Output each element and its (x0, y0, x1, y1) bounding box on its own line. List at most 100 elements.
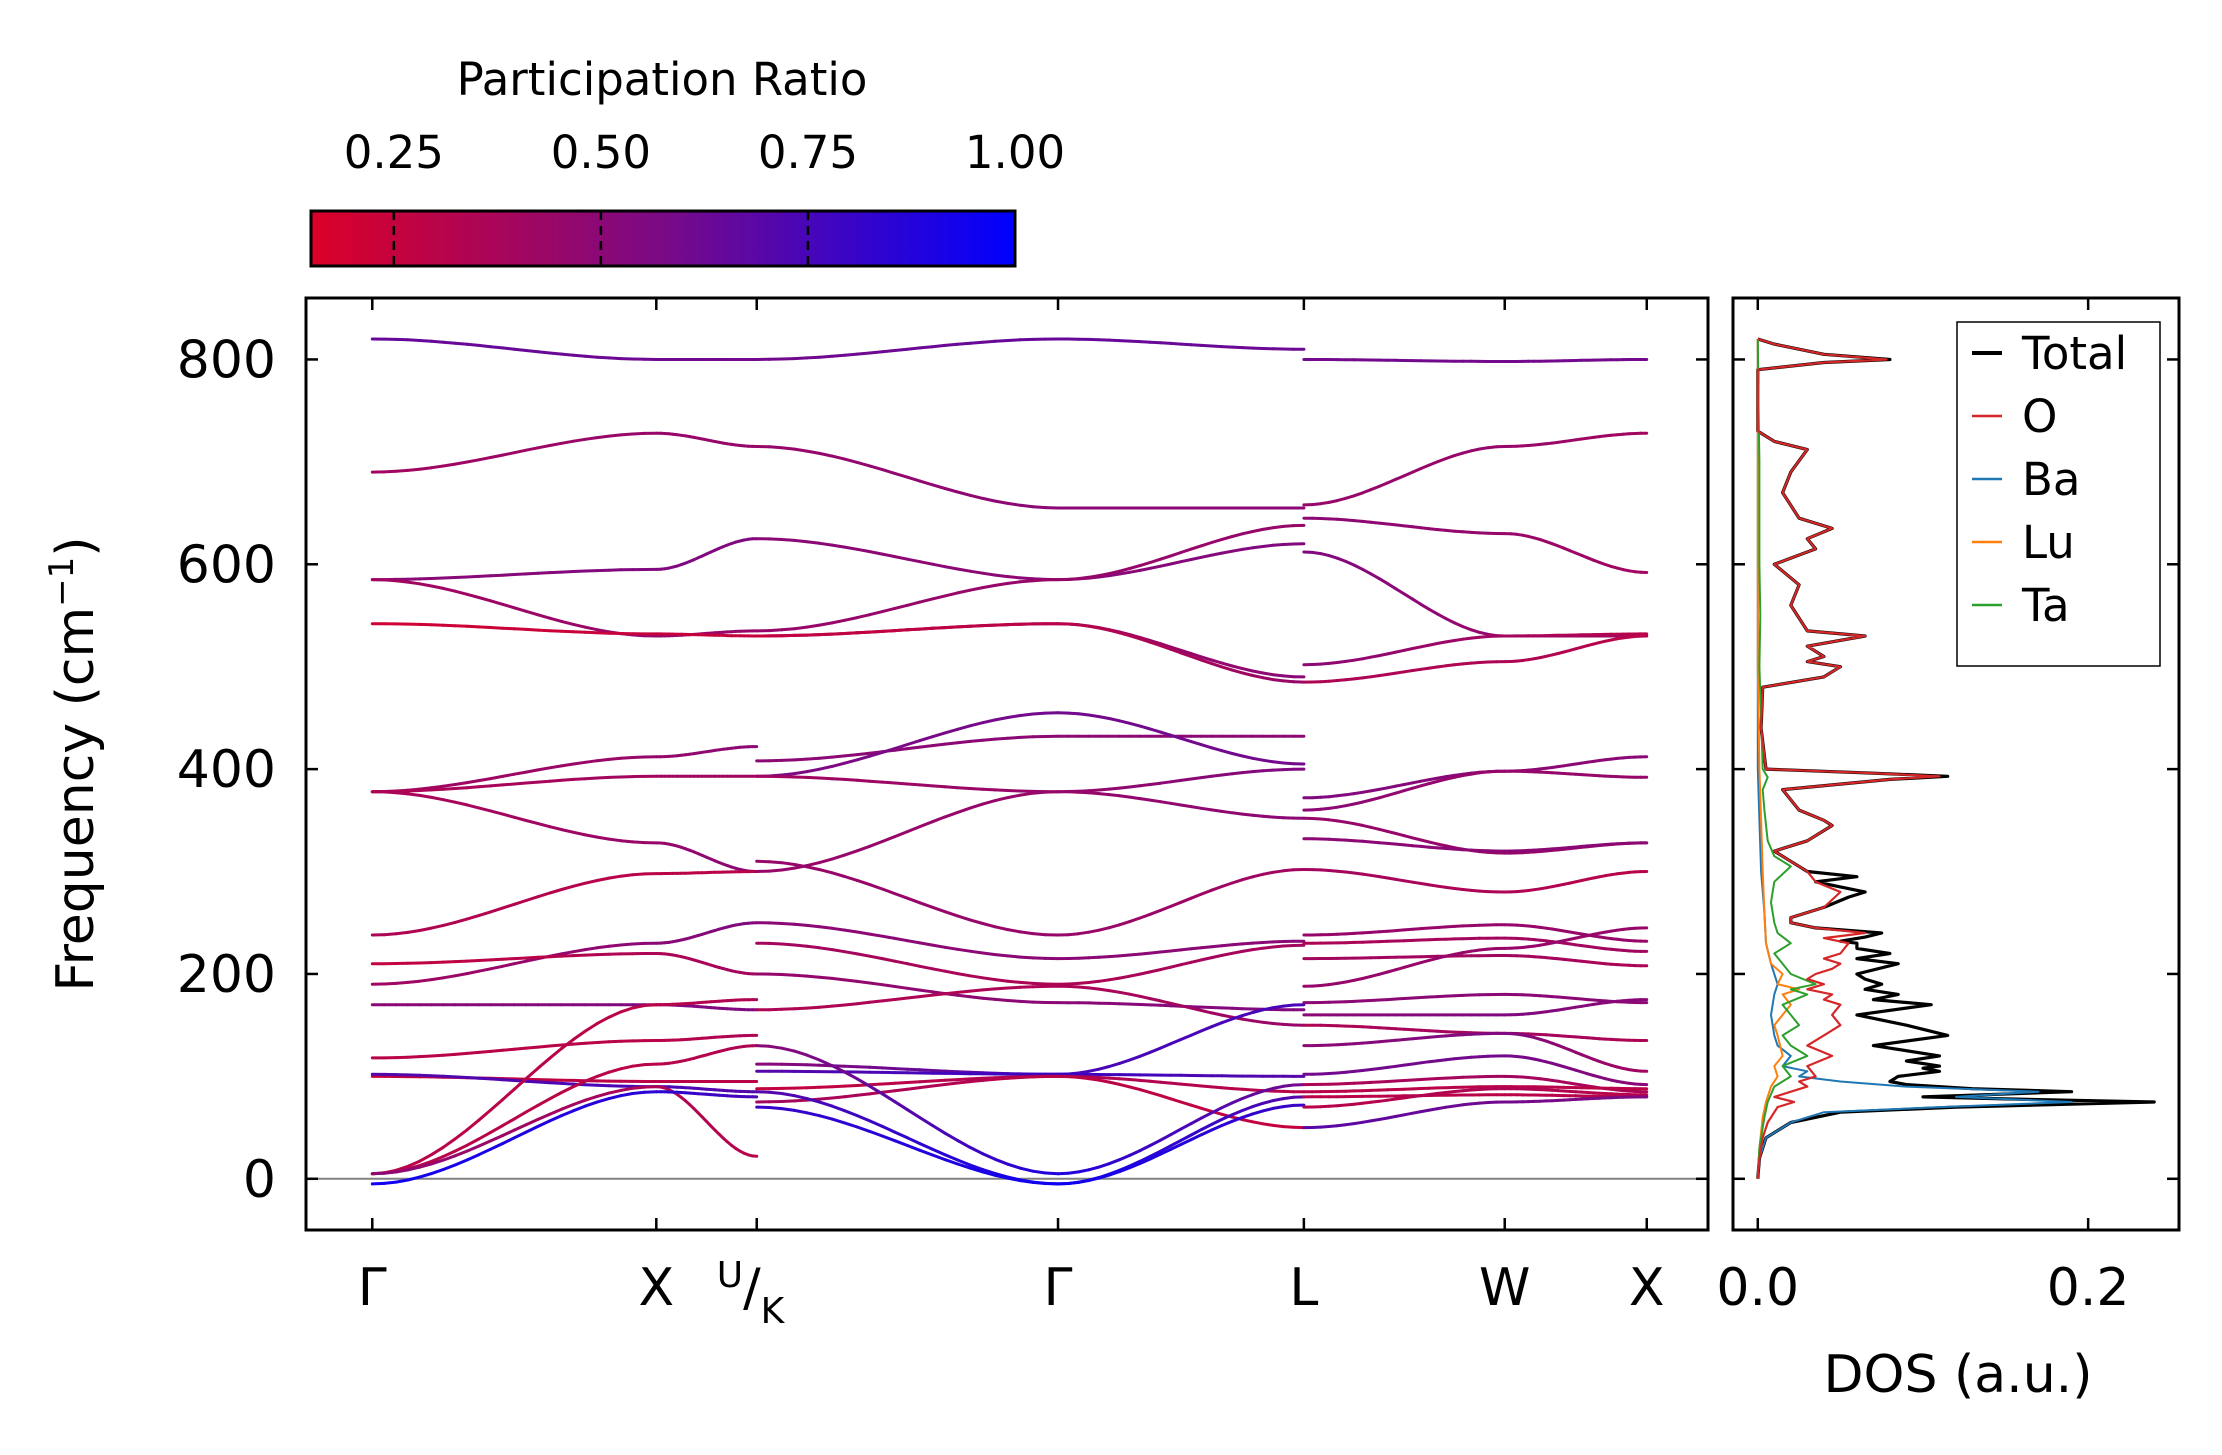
band-piece (931, 815, 947, 824)
band-piece (1066, 577, 1080, 581)
band-piece (968, 738, 985, 743)
phonon-band (1302, 926, 1649, 988)
band-piece (1128, 1149, 1142, 1157)
band-piece (868, 883, 884, 891)
band-piece (1138, 994, 1152, 1001)
band-piece (1138, 797, 1152, 802)
band-piece (981, 787, 997, 792)
band-piece (943, 342, 960, 347)
band-piece (1220, 881, 1234, 888)
band-piece (1240, 770, 1255, 775)
band-piece (1199, 743, 1214, 750)
band-piece (536, 891, 552, 899)
legend-box (1956, 321, 2161, 667)
band-piece (501, 451, 516, 457)
phonon-band (1302, 998, 1649, 1017)
legend-label-ba: Ba (2022, 453, 2080, 506)
band-piece (1044, 1171, 1060, 1176)
band-piece (805, 1097, 821, 1104)
band-piece (441, 576, 457, 580)
band-piece (818, 451, 834, 458)
band-piece (905, 782, 922, 787)
band-piece (631, 755, 646, 759)
band-piece (1148, 997, 1162, 1003)
band-piece (780, 1007, 796, 1011)
y-label-superscript: −1 (42, 557, 82, 607)
dos-xtick-label: 0.0 (1716, 1258, 1799, 1318)
band-piece (489, 573, 504, 578)
band-piece (595, 434, 611, 440)
band-piece (536, 1044, 552, 1049)
band-piece (1261, 1106, 1275, 1113)
band-piece (501, 962, 516, 968)
band-piece (1169, 647, 1183, 655)
band-piece (931, 967, 947, 973)
band-piece (1240, 1011, 1255, 1018)
band-piece (1189, 958, 1203, 964)
band-ytick-label: 0 (243, 1150, 276, 1210)
colorbar-tick-label: 0.50 (551, 126, 651, 179)
band-piece (818, 946, 834, 952)
band-piece (560, 828, 575, 834)
kpath-label-gamma-2: Γ (1044, 1258, 1073, 1318)
band-piece (1261, 1122, 1275, 1127)
band-piece (453, 800, 469, 807)
band-piece (430, 795, 445, 802)
band-piece (406, 979, 422, 984)
band-piece (489, 626, 504, 630)
band-piece (1031, 1180, 1047, 1185)
band-piece (792, 1094, 809, 1101)
band-piece (430, 576, 445, 580)
band-piece (968, 918, 985, 925)
band-piece (780, 446, 796, 451)
band-piece (1251, 1089, 1265, 1097)
legend-label-total: Total (2021, 327, 2127, 380)
band-piece (993, 623, 1010, 627)
band-piece (477, 574, 493, 578)
legend-label-ta: Ta (2021, 579, 2070, 632)
kpath-label-x-1: X (638, 1258, 674, 1318)
band-y-axis-ticks: 0 200 400 600 800 (177, 330, 1708, 1210)
band-piece (1107, 954, 1121, 959)
band-piece (370, 1181, 386, 1186)
band-piece (767, 941, 784, 946)
band-piece (818, 1114, 834, 1121)
band-piece (956, 624, 972, 629)
band-piece (767, 1106, 784, 1111)
band-piece (406, 338, 422, 342)
band-piece (501, 1047, 516, 1052)
band-piece (560, 1085, 575, 1094)
band-piece (981, 1152, 997, 1161)
band-piece (501, 1128, 516, 1138)
band-piece (418, 926, 433, 932)
band-piece (430, 784, 445, 790)
band-piece (1087, 713, 1101, 719)
band-piece (843, 457, 859, 464)
band-piece (1087, 928, 1101, 934)
band-piece (595, 944, 611, 950)
band-piece (524, 1045, 540, 1050)
band-piece (1386, 477, 1398, 485)
band-piece (536, 613, 552, 620)
band-piece (1230, 547, 1244, 553)
dos-curve-lu (1756, 339, 1801, 1179)
band-piece (1199, 343, 1214, 348)
band-piece (595, 835, 611, 841)
band-piece (1097, 792, 1111, 797)
band-piece (1251, 674, 1265, 680)
band-piece (1118, 1166, 1132, 1174)
band-piece (1159, 780, 1173, 785)
band-piece (572, 953, 587, 958)
band-piece (1271, 944, 1285, 949)
band-piece (548, 1047, 564, 1060)
band-piece (536, 1112, 552, 1121)
band-piece (548, 954, 564, 959)
band-piece (560, 619, 575, 626)
band-piece (805, 865, 821, 872)
band-piece (1118, 794, 1132, 799)
band-piece (501, 1117, 516, 1128)
band-piece (956, 341, 972, 346)
phonon-band (1302, 755, 1649, 800)
band-piece (943, 969, 960, 976)
band-piece (382, 790, 398, 795)
